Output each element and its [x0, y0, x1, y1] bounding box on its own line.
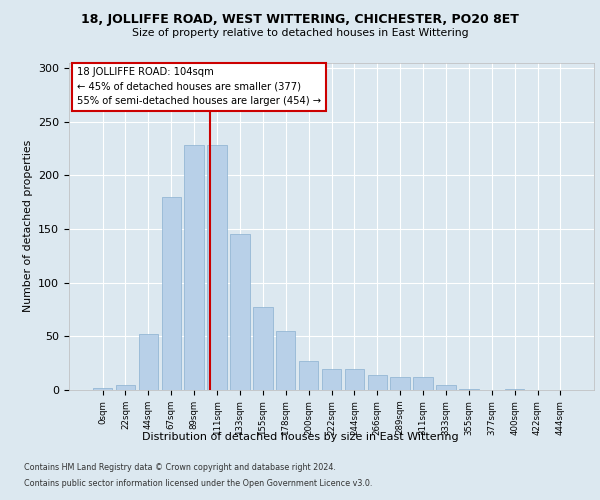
Bar: [299, 361, 319, 390]
Bar: [230, 234, 250, 390]
Bar: [93, 388, 112, 390]
Bar: [505, 389, 524, 390]
Bar: [116, 384, 135, 390]
Bar: [436, 384, 455, 390]
Bar: [276, 331, 295, 390]
Bar: [459, 389, 479, 390]
Text: Contains HM Land Registry data © Crown copyright and database right 2024.: Contains HM Land Registry data © Crown c…: [24, 464, 336, 472]
Bar: [413, 377, 433, 390]
Text: Size of property relative to detached houses in East Wittering: Size of property relative to detached ho…: [131, 28, 469, 38]
Text: Distribution of detached houses by size in East Wittering: Distribution of detached houses by size …: [142, 432, 458, 442]
Bar: [344, 368, 364, 390]
Y-axis label: Number of detached properties: Number of detached properties: [23, 140, 32, 312]
Text: 18 JOLLIFFE ROAD: 104sqm
← 45% of detached houses are smaller (377)
55% of semi-: 18 JOLLIFFE ROAD: 104sqm ← 45% of detach…: [77, 68, 321, 106]
Bar: [139, 334, 158, 390]
Bar: [253, 308, 272, 390]
Text: Contains public sector information licensed under the Open Government Licence v3: Contains public sector information licen…: [24, 478, 373, 488]
Text: 18, JOLLIFFE ROAD, WEST WITTERING, CHICHESTER, PO20 8ET: 18, JOLLIFFE ROAD, WEST WITTERING, CHICH…: [81, 12, 519, 26]
Bar: [161, 196, 181, 390]
Bar: [184, 145, 204, 390]
Bar: [208, 145, 227, 390]
Bar: [322, 368, 341, 390]
Bar: [391, 377, 410, 390]
Bar: [368, 375, 387, 390]
